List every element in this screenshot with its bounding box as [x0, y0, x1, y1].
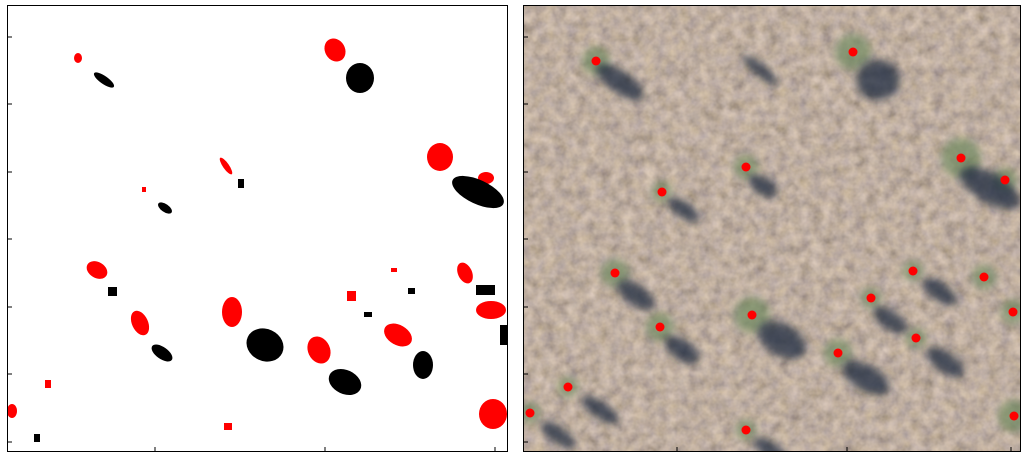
mask-background — [7, 5, 508, 452]
figure — [0, 0, 1024, 458]
mask-panel — [7, 5, 508, 452]
page: {} — [0, 0, 1024, 458]
image-panel — [520, 5, 1024, 458]
